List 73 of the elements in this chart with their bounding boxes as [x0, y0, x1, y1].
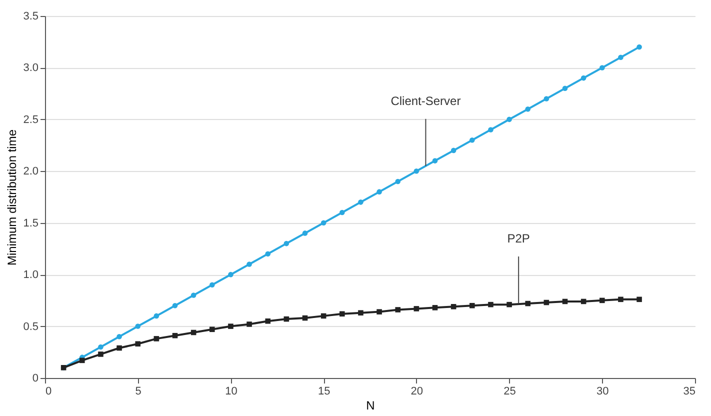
point [432, 158, 438, 164]
point [358, 200, 364, 205]
point [562, 86, 568, 92]
point [618, 54, 624, 60]
point [376, 309, 382, 314]
point [599, 65, 605, 70]
point [450, 304, 456, 310]
point [432, 305, 438, 310]
x-tick-label: 15 [318, 386, 330, 398]
point [395, 178, 401, 184]
point [154, 313, 160, 319]
point [339, 311, 345, 317]
point [414, 168, 420, 174]
annotation: P2P [507, 232, 530, 246]
point [525, 300, 531, 306]
point [506, 302, 512, 308]
point [246, 262, 252, 267]
y-tick-label: 3.5 [23, 10, 38, 22]
y-tick-label: 0.5 [23, 320, 38, 333]
x-tick-label: 25 [504, 386, 516, 398]
x-axis-title: N [366, 398, 375, 412]
point [358, 310, 364, 316]
y-tick-label: 1.5 [23, 217, 38, 230]
point [190, 292, 196, 298]
point [636, 44, 642, 50]
point [284, 240, 290, 246]
x-tick-label: 20 [410, 386, 424, 398]
point [599, 298, 605, 304]
point [265, 318, 271, 324]
y-tick-label: 1.0 [23, 269, 38, 282]
point [395, 307, 401, 312]
x-tick-label: 30 [596, 386, 609, 398]
point [116, 345, 122, 351]
point [209, 326, 215, 332]
point [135, 341, 141, 347]
point [450, 148, 456, 154]
x-tick-label: 10 [225, 386, 238, 398]
point [98, 352, 104, 357]
point [488, 127, 494, 132]
point [636, 296, 642, 302]
point [79, 358, 85, 364]
point [580, 75, 586, 81]
point [339, 210, 345, 216]
x-tick-label: 0 [46, 386, 52, 398]
point [525, 106, 531, 112]
y-tick-label: 2.0 [23, 166, 38, 178]
y-tick-label: 2.5 [23, 114, 38, 126]
x-tick-label: 5 [135, 386, 142, 398]
point [302, 230, 308, 236]
point [414, 306, 420, 312]
point [154, 336, 160, 342]
point [469, 302, 475, 308]
point [506, 116, 512, 122]
point [209, 282, 215, 288]
point [98, 344, 104, 350]
annotation: Client-Server [390, 94, 461, 108]
point [135, 324, 141, 329]
point [376, 189, 382, 194]
x-tick-label: 35 [683, 386, 696, 398]
point [488, 302, 494, 308]
point [228, 324, 234, 329]
point [618, 296, 624, 302]
point [172, 302, 178, 308]
point [320, 220, 326, 226]
point [469, 137, 475, 143]
point [228, 272, 234, 278]
y-tick-label: 3.0 [23, 62, 38, 74]
point [265, 251, 271, 257]
y-axis-title: Minimum distribution time [5, 129, 20, 266]
y-tick-label: 0 [32, 372, 38, 384]
point [544, 96, 550, 102]
point [116, 334, 122, 340]
point [246, 322, 252, 327]
